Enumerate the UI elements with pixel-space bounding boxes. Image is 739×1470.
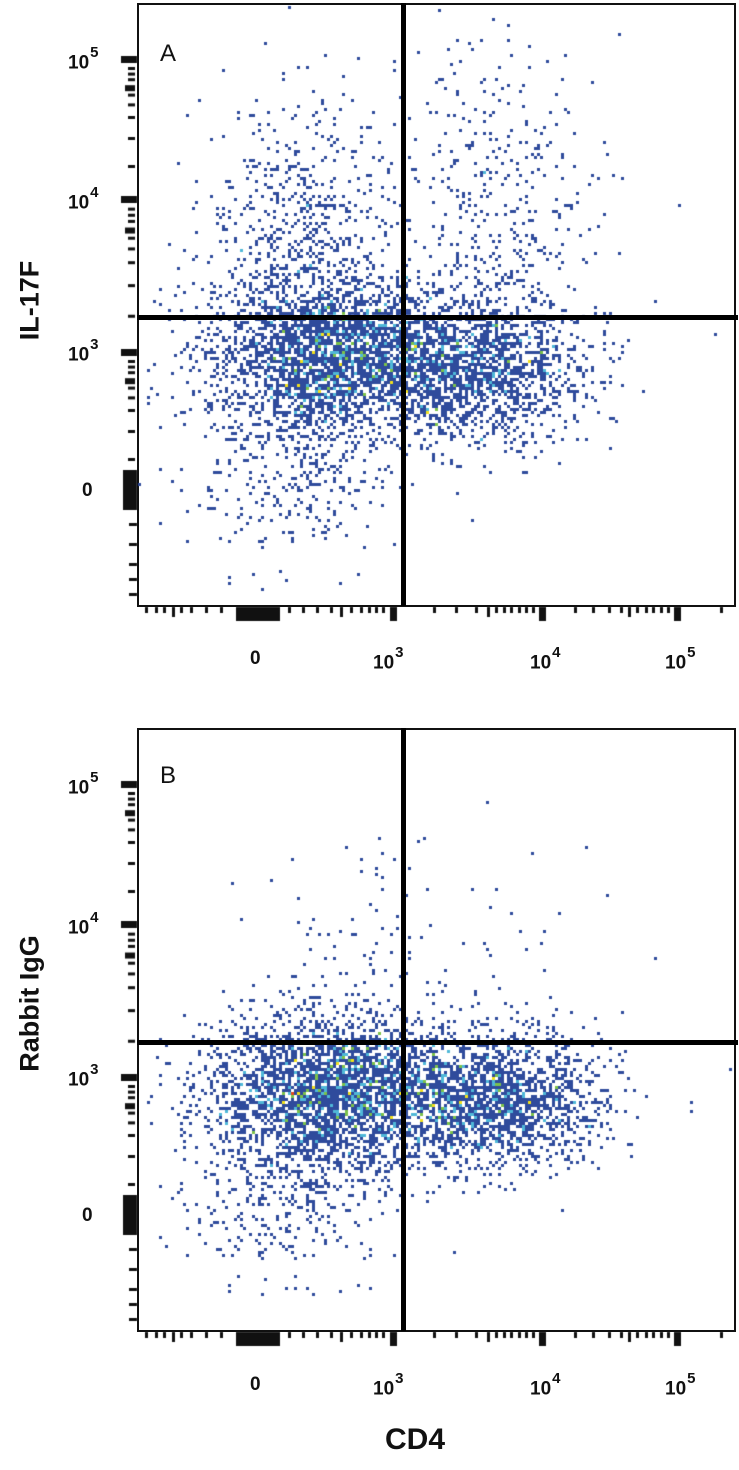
quadrant-gate-horizontal-b[interactable]	[137, 1040, 738, 1045]
quadrant-gate-vertical-a[interactable]	[401, 3, 406, 606]
quadrant-gate-horizontal-a[interactable]	[137, 315, 738, 320]
quadrant-gate-vertical-b[interactable]	[401, 728, 406, 1331]
